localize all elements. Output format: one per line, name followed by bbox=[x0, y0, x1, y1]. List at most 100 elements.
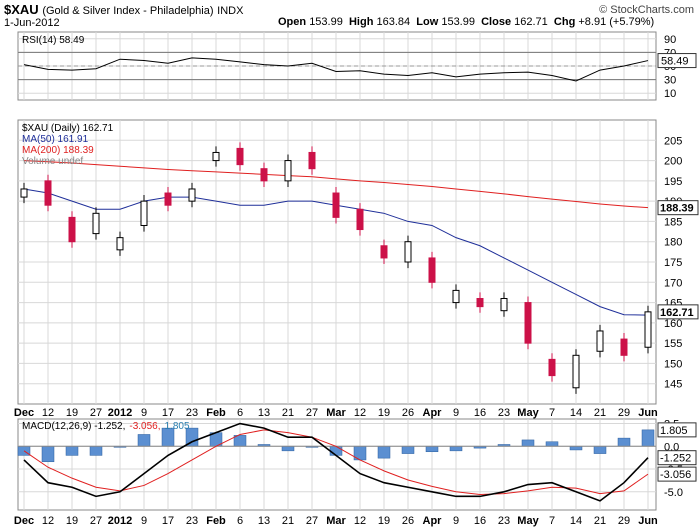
macd-histogram-bar bbox=[329, 446, 343, 456]
macd-histogram-bar bbox=[521, 439, 535, 447]
x-tick-label: 2012 bbox=[108, 407, 132, 419]
candle-body bbox=[548, 358, 556, 377]
x-tick-label: 9 bbox=[453, 515, 459, 527]
y-tick-label: 200 bbox=[664, 156, 682, 168]
macd-histogram-bar bbox=[425, 446, 439, 453]
macd-histogram-bar bbox=[41, 446, 55, 463]
y-tick-label: 195 bbox=[664, 176, 682, 188]
x-tick-label: 26 bbox=[402, 407, 414, 419]
x-tick-label: 23 bbox=[498, 515, 510, 527]
candle-body bbox=[260, 168, 268, 182]
ma200-last-value-box bbox=[657, 200, 699, 216]
y-tick-label: 10 bbox=[664, 88, 676, 100]
x-tick-label: 9 bbox=[141, 407, 147, 419]
macd-histogram-bar bbox=[617, 437, 631, 447]
x-tick-label: 12 bbox=[354, 407, 366, 419]
macd-histogram-bar bbox=[593, 446, 607, 454]
x-tick-label: 27 bbox=[306, 515, 318, 527]
macd-histogram-legend: 1.805 bbox=[165, 421, 190, 432]
x-tick-label: May bbox=[517, 407, 539, 419]
candle-body bbox=[380, 245, 388, 259]
x-tick-label: 9 bbox=[453, 407, 459, 419]
macd-histogram-bar bbox=[569, 446, 583, 451]
macd-last-value: -1.252 bbox=[660, 453, 691, 465]
x-tick-label: 13 bbox=[258, 515, 270, 527]
macd-legend: MACD(12,26,9) -1.252, bbox=[22, 421, 125, 432]
rsi-last-value-box bbox=[657, 53, 697, 69]
y-tick-label: 170 bbox=[664, 277, 682, 289]
macd-histogram-bar bbox=[89, 446, 103, 456]
x-tick-label: 27 bbox=[90, 407, 102, 419]
ma200-line bbox=[23, 160, 649, 209]
open-value: 153.99 bbox=[309, 16, 343, 28]
high-label: High bbox=[348, 16, 374, 28]
y-tick-label: 155 bbox=[664, 338, 682, 350]
candle-body bbox=[428, 257, 436, 283]
x-tick-label: 9 bbox=[141, 515, 147, 527]
x-tick-label: Apr bbox=[423, 515, 443, 527]
x-tick-label: 6 bbox=[237, 407, 243, 419]
rsi-legend: RSI(14) 58.49 bbox=[22, 35, 85, 46]
price-last-value: 162.71 bbox=[660, 307, 694, 319]
y-tick-label: 145 bbox=[664, 379, 682, 391]
macd-histogram-bar bbox=[377, 446, 391, 459]
x-tick-label: Mar bbox=[326, 515, 346, 527]
macd-last-value-box bbox=[657, 450, 697, 466]
candle-body bbox=[596, 330, 604, 352]
x-tick-label: 16 bbox=[474, 407, 486, 419]
y-tick-label: 160 bbox=[664, 318, 682, 330]
x-tick-label: 23 bbox=[186, 407, 198, 419]
x-tick-label: 19 bbox=[378, 407, 390, 419]
y-tick-label: 175 bbox=[664, 257, 682, 269]
candle-body bbox=[452, 289, 460, 304]
x-tick-label: Jun bbox=[638, 407, 658, 419]
high-value: 163.84 bbox=[376, 16, 411, 28]
candle-body bbox=[476, 298, 484, 308]
ohlc-summary: Open 153.99 High 163.84 Low 153.99 Close… bbox=[278, 16, 654, 28]
chart-date: 1-Jun-2012 bbox=[4, 17, 60, 29]
rsi-line bbox=[23, 57, 649, 82]
x-tick-label: 13 bbox=[258, 407, 270, 419]
candle-body bbox=[500, 298, 508, 312]
rsi-last-value: 58.49 bbox=[661, 56, 689, 68]
candle-body bbox=[44, 180, 52, 206]
candle-body bbox=[20, 188, 28, 198]
x-tick-label: 12 bbox=[42, 515, 54, 527]
candle-body bbox=[524, 302, 532, 344]
ma200-legend: MA(200) 188.39 bbox=[22, 145, 94, 156]
candle-body bbox=[116, 237, 124, 251]
macd-histogram-bar bbox=[449, 446, 463, 452]
macd-histogram-bar bbox=[401, 446, 415, 454]
x-tick-label: 17 bbox=[162, 515, 174, 527]
ma200-last-value: 188.39 bbox=[660, 203, 694, 215]
x-tick-label: 21 bbox=[594, 515, 606, 527]
candle-body bbox=[212, 151, 220, 162]
x-tick-label: 16 bbox=[474, 515, 486, 527]
x-tick-label: 19 bbox=[66, 515, 78, 527]
x-tick-label: Mar bbox=[326, 407, 346, 419]
brand-logo: © StockCharts.com bbox=[599, 4, 694, 16]
macd-histogram-last-value: 1.805 bbox=[660, 425, 688, 437]
x-tick-label: Dec bbox=[14, 407, 34, 419]
candle-body bbox=[164, 192, 172, 206]
chg-value: +8.91 (+5.79%) bbox=[578, 16, 655, 28]
x-tick-label: 27 bbox=[90, 515, 102, 527]
macd-histogram-last-value-box bbox=[657, 422, 697, 438]
x-tick-label: 21 bbox=[594, 407, 606, 419]
macd-histogram-bar bbox=[137, 434, 151, 447]
x-tick-label: 19 bbox=[66, 407, 78, 419]
macd-signal-line bbox=[23, 429, 649, 496]
x-tick-label: 7 bbox=[549, 407, 555, 419]
exchange: INDX bbox=[217, 5, 244, 17]
x-tick-label: 14 bbox=[570, 407, 582, 419]
candle-body bbox=[236, 147, 244, 166]
y-tick-label: 180 bbox=[664, 237, 682, 249]
panel-frame bbox=[17, 418, 657, 511]
candle-body bbox=[68, 216, 76, 243]
chg-label: Chg bbox=[553, 16, 576, 28]
macd-signal-legend: -3.056, bbox=[129, 421, 160, 432]
candle-body bbox=[572, 354, 580, 389]
price-last-value-box bbox=[657, 304, 699, 320]
close-value: 162.71 bbox=[514, 16, 548, 28]
x-tick-label: May bbox=[517, 515, 539, 527]
